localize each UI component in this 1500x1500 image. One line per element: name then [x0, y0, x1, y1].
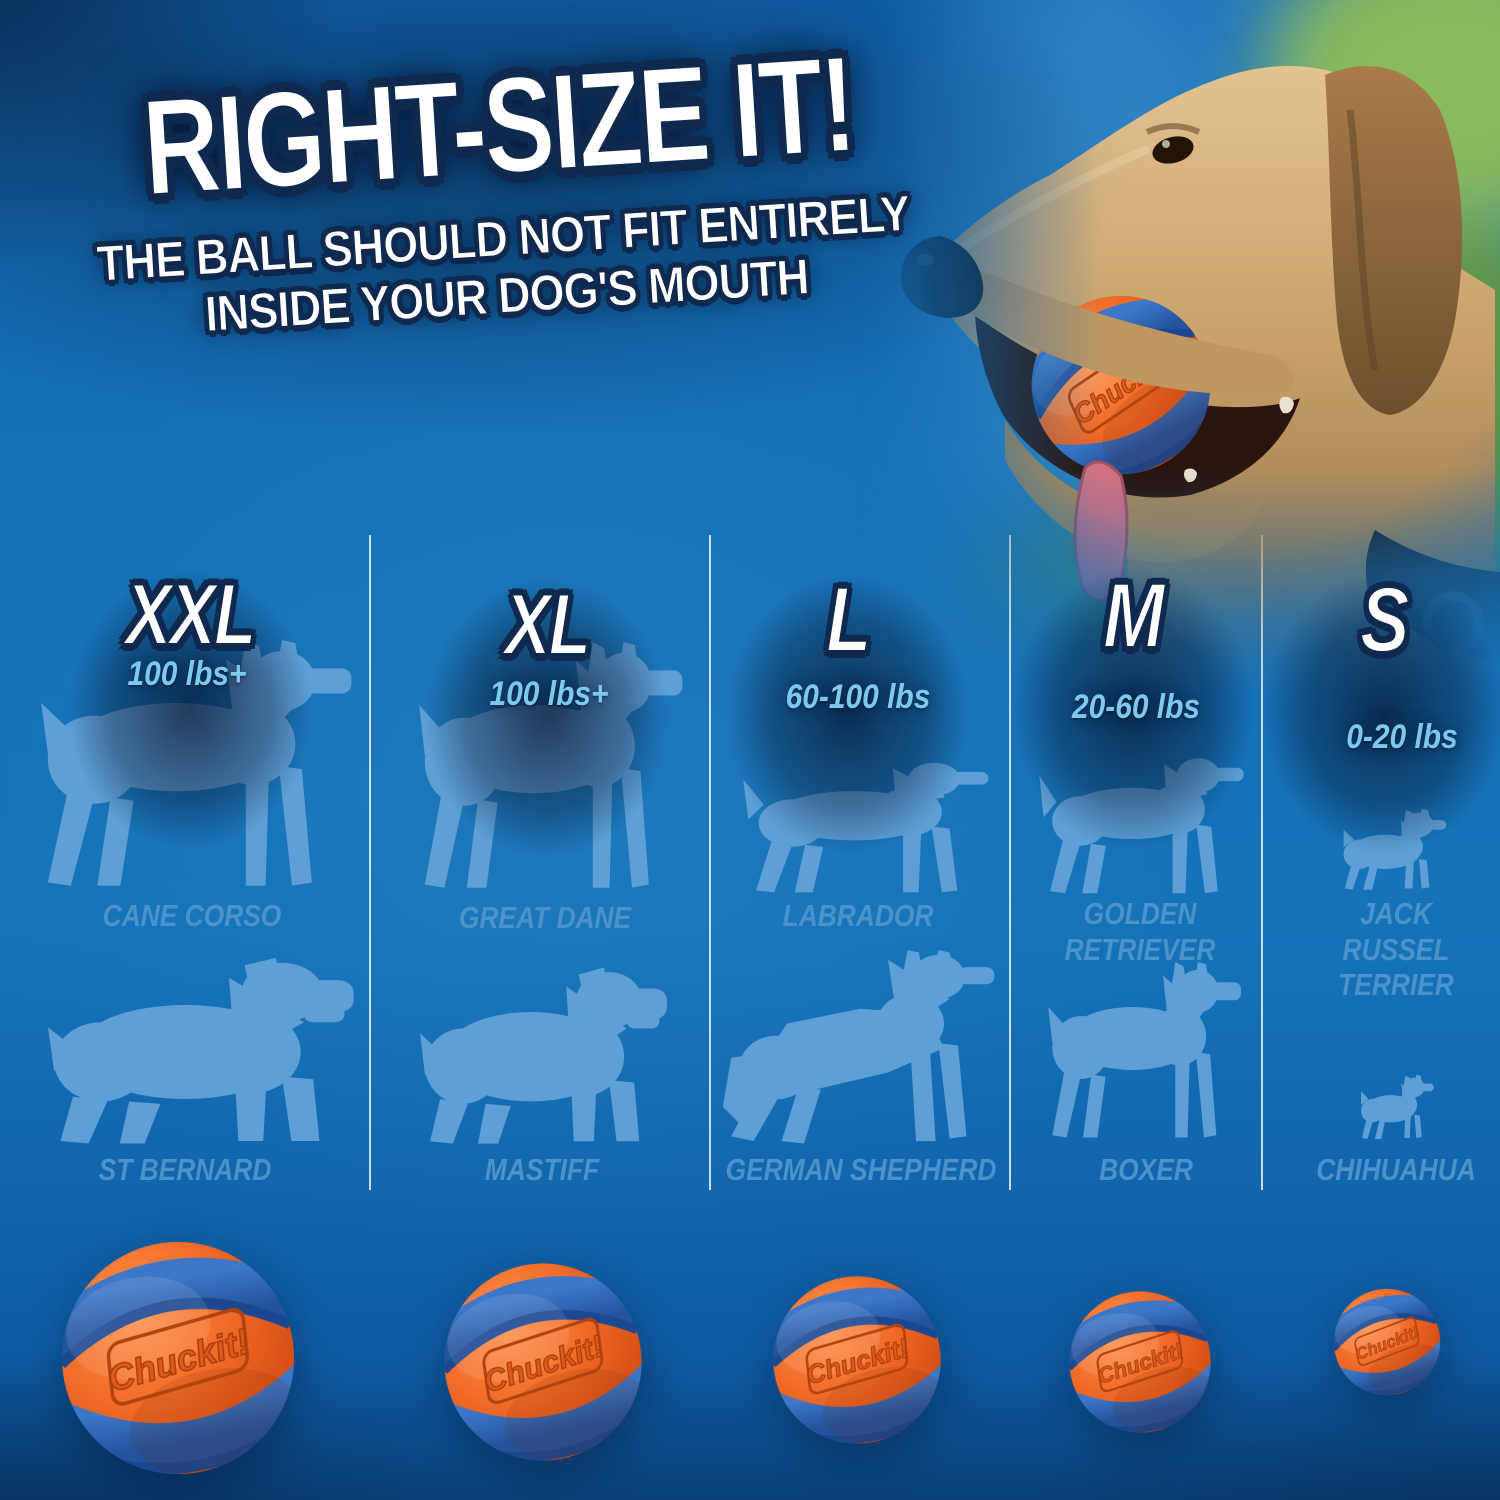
weight-range-l: 60-100 lbs [785, 678, 931, 716]
ball-xl [409, 1228, 677, 1496]
silhouette-jack-russel [1343, 808, 1447, 890]
ball-l [746, 1249, 968, 1471]
breed-label-golden-retriever: GOLDEN RETRIEVER [1064, 896, 1216, 967]
breed-label-german-shepherd: GERMAN SHEPHERD [725, 1152, 997, 1187]
weight-range-m: 20-60 lbs [1071, 688, 1201, 726]
ball-m [1044, 1266, 1236, 1458]
ball-s [1312, 1267, 1461, 1416]
breed-label-labrador: LABRADOR [782, 898, 934, 933]
size-header-l: L [826, 568, 873, 672]
weight-range-xl: 100 lbs+ [489, 675, 609, 713]
breed-label-chihuahua: CHIHUAHUA [1316, 1152, 1476, 1187]
size-header-s: S [1359, 568, 1410, 672]
silhouette-boxer [1048, 962, 1241, 1138]
breed-label-st-bernard: ST BERNARD [98, 1152, 272, 1187]
column-divider [369, 535, 371, 1190]
breed-label-cane-corso: CANE CORSO [102, 898, 282, 933]
title-block: RIGHT-SIZE IT! THE BALL SHOULD NOT FIT E… [40, 27, 961, 353]
breed-label-great-dane: GREAT DANE [458, 900, 632, 935]
silhouette-mastiff [420, 967, 667, 1144]
breed-label-jack-russel: JACK RUSSEL TERRIER [1338, 896, 1454, 1003]
ball-xxl [24, 1204, 332, 1500]
silhouette-chihuahua [1361, 1074, 1434, 1140]
size-header-xxl: XXL [125, 566, 257, 664]
size-header-m: M [1102, 564, 1165, 668]
breed-label-mastiff: MASTIFF [484, 1152, 600, 1187]
weight-range-s: 0-20 lbs [1346, 718, 1458, 756]
weight-range-xxl: 100 lbs+ [127, 655, 247, 693]
column-divider [709, 535, 711, 1190]
silhouette-german-shepherd [722, 950, 995, 1144]
silhouette-labrador [743, 762, 989, 893]
size-header-xl: XL [504, 576, 592, 674]
page-title: RIGHT-SIZE IT! [138, 27, 859, 225]
breed-label-boxer: BOXER [1099, 1152, 1193, 1187]
dog-ear [1325, 66, 1463, 416]
silhouette-st-bernard [48, 957, 354, 1144]
silhouette-golden-retriever [1039, 758, 1244, 894]
